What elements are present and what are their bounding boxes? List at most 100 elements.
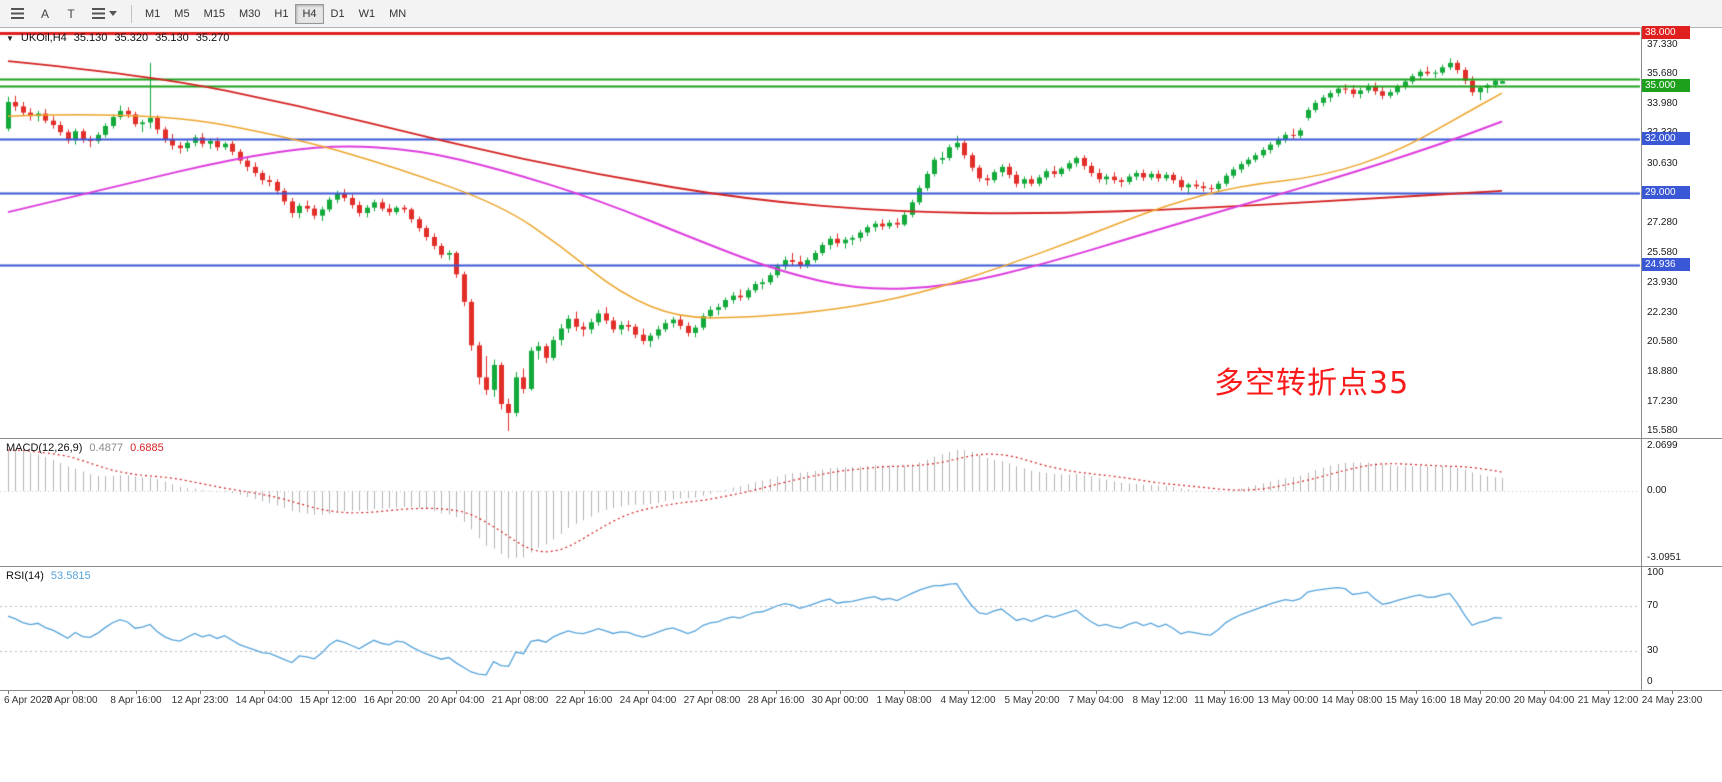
price-scale-label: 15.580	[1647, 425, 1678, 437]
font-tool-icon[interactable]: A	[33, 3, 57, 25]
time-axis-tick	[904, 691, 905, 694]
timeframe-m1[interactable]: M1	[138, 4, 167, 24]
time-axis-label: 24 May 23:00	[1641, 695, 1703, 706]
time-axis-label: 14 May 08:00	[1321, 695, 1383, 706]
timeframe-mn[interactable]: MN	[382, 4, 413, 24]
macd-scale-label: 0.00	[1647, 485, 1667, 497]
rsi-panel: RSI(14) 53.5815 100 70 30 0	[0, 566, 1722, 690]
macd-value-main: 0.4877	[89, 442, 124, 454]
time-axis-tick	[1416, 691, 1417, 694]
chevron-down-icon	[109, 11, 117, 16]
macd-panel: MACD(12,26,9) 0.4877 0.6885 2.0699 0.00 -3…	[0, 438, 1722, 566]
price-scale-label: 37.330	[1647, 38, 1678, 50]
time-axis-label: 30 Apr 00:00	[811, 695, 869, 706]
ohlc-open: 35.130	[73, 32, 108, 44]
time-axis-label: 18 May 20:00	[1449, 695, 1511, 706]
timeframe-h1[interactable]: H1	[267, 4, 295, 24]
macd-header: MACD(12,26,9) 0.4877 0.6885	[6, 442, 164, 454]
time-axis[interactable]: 6 Apr 2020 7 Apr 08:00 8 Apr 16:00 12 Apr 2…	[0, 690, 1722, 710]
rsi-header: RSI(14) 53.5815	[6, 570, 91, 582]
rsi-value: 53.5815	[50, 570, 91, 582]
time-axis-label: 12 Apr 23:00	[171, 695, 229, 706]
text-tool-icon[interactable]: T	[59, 3, 83, 25]
price-line-label: 24.936	[1642, 257, 1690, 271]
price-chart-panel: ▼ UKOil,H4 35.130 35.320 35.130 35.270 多…	[0, 25, 1722, 438]
time-axis-tick	[1032, 691, 1033, 694]
time-axis-tick	[1352, 691, 1353, 694]
time-axis-label: 27 Apr 08:00	[683, 695, 741, 706]
time-axis-tick	[1096, 691, 1097, 694]
timeframe-w1[interactable]: W1	[352, 4, 383, 24]
timeframe-m30[interactable]: M30	[232, 4, 267, 24]
time-axis-label: 20 May 04:00	[1513, 695, 1575, 706]
time-axis-label: 8 May 12:00	[1132, 695, 1188, 706]
time-axis-tick	[776, 691, 777, 694]
indicators-icon	[92, 8, 105, 19]
time-axis-tick	[520, 691, 521, 694]
time-axis-tick	[8, 691, 9, 694]
chart-window-icon[interactable]	[4, 3, 31, 25]
text-tool-label: T	[67, 6, 75, 21]
macd-scale-label: -3.0951	[1647, 552, 1681, 563]
rsi-canvas[interactable]	[0, 567, 1722, 690]
price-scale[interactable]: 37.33035.68033.98032.33030.63028.98027.2…	[1641, 25, 1722, 438]
time-axis-tick	[968, 691, 969, 694]
price-scale-label: 23.930	[1647, 276, 1678, 288]
rsi-title: RSI(14)	[6, 570, 44, 582]
timeframe-m5[interactable]: M5	[167, 4, 196, 24]
time-axis-tick	[648, 691, 649, 694]
time-axis-tick	[200, 691, 201, 694]
time-axis-label: 22 Apr 16:00	[555, 695, 613, 706]
time-axis-tick	[584, 691, 585, 694]
price-scale-label: 17.230	[1647, 395, 1678, 407]
price-line-label: 32.000	[1642, 132, 1690, 146]
macd-scale[interactable]: 2.0699 0.00 -3.0951	[1641, 439, 1722, 566]
price-chart-canvas[interactable]	[0, 28, 1722, 438]
symbol-dropdown-icon[interactable]: ▼	[6, 33, 14, 43]
time-axis-label: 14 Apr 04:00	[235, 695, 293, 706]
macd-title: MACD(12,26,9)	[6, 442, 83, 454]
symbol-info: ▼ UKOil,H4 35.130 35.320 35.130 35.270	[6, 32, 229, 44]
rsi-scale-label: 100	[1647, 567, 1664, 578]
time-axis-tick	[136, 691, 137, 694]
time-axis-label: 20 Apr 04:00	[427, 695, 485, 706]
chart-annotation[interactable]: 多空转折点35	[1214, 366, 1410, 401]
price-scale-label: 20.580	[1647, 336, 1678, 348]
toolbar: A T M1 M5 M15 M30 H1 H4 D1 W1 MN	[0, 0, 1722, 28]
time-axis-label: 28 Apr 16:00	[747, 695, 805, 706]
font-tool-label: A	[40, 6, 49, 21]
bottom-space	[0, 710, 1722, 782]
time-axis-label: 7 Apr 08:00	[46, 695, 98, 706]
bar-chart-icon	[11, 8, 24, 19]
time-axis-label: 1 May 08:00	[876, 695, 932, 706]
ohlc-low: 35.130	[155, 32, 189, 44]
price-scale-label: 27.280	[1647, 217, 1678, 229]
indicators-dropdown[interactable]	[85, 3, 124, 25]
macd-value-signal: 0.6885	[130, 442, 164, 454]
price-scale-label: 22.230	[1647, 306, 1678, 318]
toolbar-separator	[131, 4, 132, 23]
time-axis-tick	[328, 691, 329, 694]
time-axis-tick	[1224, 691, 1225, 694]
price-scale-label: 25.580	[1647, 247, 1678, 259]
macd-scale-label: 2.0699	[1647, 440, 1678, 451]
price-line-label: 35.000	[1642, 78, 1690, 92]
timeframe-h4[interactable]: H4	[295, 3, 324, 24]
time-axis-label: 21 Apr 08:00	[491, 695, 549, 706]
time-axis-tick	[840, 691, 841, 694]
time-axis-tick	[712, 691, 713, 694]
ohlc-high: 35.320	[114, 32, 149, 44]
macd-canvas[interactable]	[0, 439, 1722, 566]
timeframe-m15[interactable]: M15	[197, 4, 232, 24]
timeframe-group: M1 M5 M15 M30 H1 H4 D1 W1 MN	[138, 3, 413, 24]
price-line-label: 38.000	[1642, 25, 1690, 39]
price-line-label: 29.000	[1642, 185, 1690, 199]
rsi-scale[interactable]: 100 70 30 0	[1641, 567, 1722, 690]
time-axis-tick	[264, 691, 265, 694]
time-axis-label: 8 Apr 16:00	[110, 695, 162, 706]
time-axis-tick	[456, 691, 457, 694]
timeframe-d1[interactable]: D1	[324, 4, 352, 24]
time-axis-tick	[1480, 691, 1481, 694]
price-scale-label: 35.680	[1647, 67, 1678, 79]
time-axis-tick	[1288, 691, 1289, 694]
